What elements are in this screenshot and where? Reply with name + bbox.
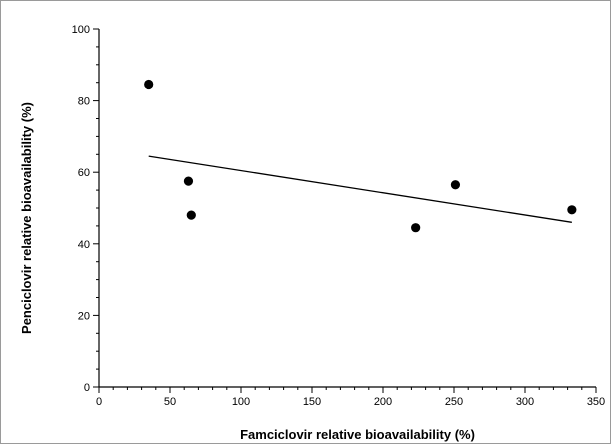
data-point — [186, 210, 196, 220]
trendline-group — [148, 155, 572, 223]
y-tick-label: 0 — [84, 382, 90, 394]
data-point — [450, 180, 461, 190]
data-point — [183, 176, 194, 186]
y-tick-label: 40 — [78, 239, 90, 251]
y-axis-title: Penciclovir relative bioavailability (%) — [19, 102, 34, 334]
x-tick-label: 0 — [96, 396, 102, 408]
y-tick-label: 20 — [78, 310, 90, 322]
trendline — [148, 155, 572, 223]
data-point — [144, 79, 154, 90]
data-point — [411, 223, 421, 233]
y-tick-label: 60 — [78, 167, 90, 179]
x-tick-label: 300 — [516, 396, 534, 408]
x-tick-label: 150 — [303, 396, 321, 408]
x-tick-label: 200 — [374, 396, 392, 408]
data-points — [144, 79, 577, 233]
x-axis-title: Famciclovir relative bioavailability (%) — [240, 427, 475, 442]
y-tick-label: 80 — [78, 96, 90, 108]
x-axis-ticks: 0 50 100 150 200 250 300 350 — [96, 387, 605, 408]
x-tick-label: 100 — [232, 396, 250, 408]
x-tick-label: 350 — [587, 396, 605, 408]
data-point — [567, 205, 577, 215]
x-tick-label: 250 — [445, 396, 463, 408]
y-axis-ticks: 0 20 40 60 80 100 — [72, 24, 99, 394]
axes — [98, 29, 596, 388]
x-tick-label: 50 — [164, 396, 176, 408]
y-tick-label: 100 — [72, 24, 90, 36]
